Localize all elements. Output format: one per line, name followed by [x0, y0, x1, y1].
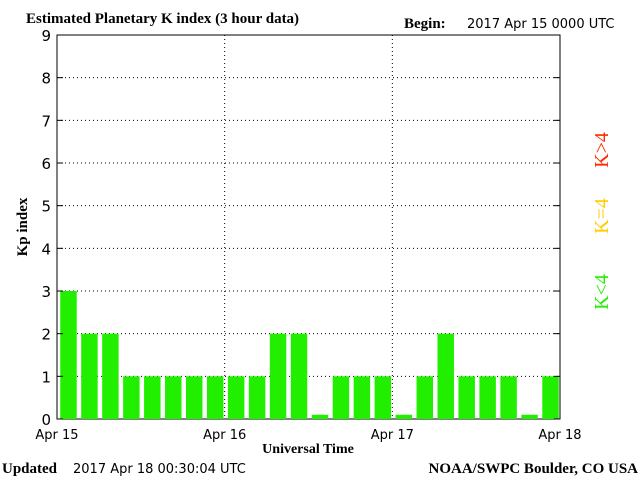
kp-bar [479, 376, 496, 419]
kp-bar [165, 376, 182, 419]
kp-bar [311, 414, 329, 419]
y-tick-label: 7 [41, 112, 51, 130]
legend-k-less-4: K<4 [591, 274, 613, 310]
updated-value: 2017 Apr 18 00:30:04 UTC [73, 462, 246, 477]
y-tick-label: 0 [41, 411, 51, 429]
y-tick-label: 6 [41, 155, 51, 173]
kp-bar [332, 376, 350, 419]
x-tick-label: Apr 15 [35, 428, 78, 443]
kp-bar [227, 376, 245, 419]
y-tick-label: 2 [41, 326, 51, 344]
kp-bar [123, 376, 140, 419]
credit-text: NOAA/SWPC Boulder, CO USA [429, 461, 639, 477]
kp-bar [290, 333, 308, 419]
y-tick-label: 3 [41, 283, 51, 301]
kp-bar [374, 376, 392, 419]
y-tick-label: 4 [41, 240, 51, 258]
x-tick-label: Apr 17 [371, 428, 414, 443]
kp-bar [458, 376, 475, 419]
kp-bar [102, 333, 119, 419]
chart-title: Estimated Planetary K index (3 hour data… [26, 11, 299, 27]
kp-bar [353, 376, 371, 419]
y-axis-label: Kp index [15, 197, 31, 256]
x-axis-label: Universal Time [262, 442, 354, 457]
y-tick-label: 1 [41, 368, 51, 386]
legend-k-greater-4: K>4 [591, 132, 613, 168]
kp-bar [144, 376, 161, 419]
begin-value: 2017 Apr 15 0000 UTC [467, 17, 615, 32]
x-tick-label: Apr 16 [203, 428, 246, 443]
kp-bar [60, 291, 77, 419]
kp-bar [521, 414, 538, 419]
updated-label: Updated [2, 461, 58, 477]
y-ticks: 0 1 2 3 4 5 6 7 8 9 [41, 27, 560, 429]
x-tick-label: Apr 18 [538, 428, 581, 443]
kp-bar [395, 414, 413, 419]
legend-k-equal-4: K=4 [591, 198, 613, 234]
begin-label: Begin: [404, 16, 446, 32]
y-tick-label: 5 [41, 198, 51, 216]
kp-bar [437, 333, 454, 419]
x-ticks: Apr 15 Apr 16 Apr 17 Apr 18 [35, 428, 581, 443]
kp-bar [206, 376, 224, 419]
kp-bar [81, 333, 98, 419]
plot-frame [56, 34, 561, 420]
kp-bar [269, 333, 287, 419]
bar-series [60, 291, 559, 419]
kp-bar [500, 376, 517, 419]
kp-bar [186, 376, 203, 419]
grid-lines [57, 35, 560, 419]
kp-bar [416, 376, 433, 419]
y-tick-label: 8 [41, 70, 51, 88]
kp-bar [542, 376, 559, 419]
y-tick-label: 9 [41, 27, 51, 45]
kp-bar [248, 376, 266, 419]
